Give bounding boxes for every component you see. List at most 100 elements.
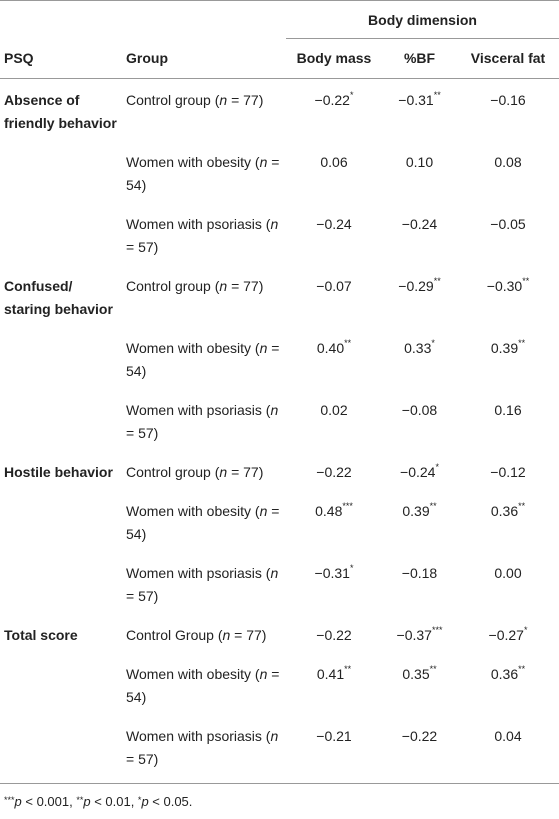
table-row: Women with obesity (n = 54) 0.41** 0.35** 0… — [0, 655, 559, 717]
value-cell: −0.27* — [457, 616, 559, 655]
value-cell: −0.31* — [286, 554, 382, 616]
text-segment: = 54) — [126, 154, 280, 193]
text-segment: n — [219, 92, 228, 108]
table-row: Total score Control Group (n = 77) −0.22 −0… — [0, 616, 559, 655]
value: −0.30 — [486, 278, 523, 294]
value-cell: −0.08 — [382, 391, 457, 453]
value-cell: −0.22 — [382, 717, 457, 784]
table-row: Hostile behavior Control group (n = 77) −0… — [0, 453, 559, 492]
table-row: Absence of friendly behavior Control grou… — [0, 79, 559, 144]
table-row: Confused/ staring behavior Control group … — [0, 267, 559, 329]
value: 0.00 — [494, 565, 522, 581]
text-segment: = 57) — [126, 588, 159, 604]
text-segment: p — [141, 794, 149, 809]
significance: *** — [431, 625, 443, 635]
text-segment: n — [270, 216, 279, 232]
value-cell: 0.10 — [382, 143, 457, 205]
significance: ** — [433, 276, 441, 286]
group-cell: Control group (n = 77) — [122, 453, 286, 492]
value: −0.24 — [316, 216, 352, 232]
value-cell: −0.16 — [457, 79, 559, 144]
significance: ** — [429, 664, 437, 674]
value: 0.35 — [402, 666, 430, 682]
value: −0.22 — [314, 92, 350, 108]
value: 0.36 — [490, 503, 519, 519]
value: −0.22 — [316, 464, 352, 480]
value: 0.48 — [315, 503, 343, 519]
text-segment: = 57) — [126, 751, 159, 767]
text-segment: n — [270, 565, 279, 581]
psq-cell: Absence of friendly behavior — [4, 92, 117, 131]
value: 0.16 — [494, 402, 522, 418]
value: −0.31 — [398, 92, 434, 108]
value-cell: 0.02 — [286, 391, 382, 453]
text-segment: n — [270, 728, 279, 744]
value-cell: 0.36** — [457, 492, 559, 554]
text-segment: Women with obesity ( — [126, 340, 260, 356]
text-segment: < 0.01, — [90, 794, 138, 809]
text-segment: Women with psoriasis ( — [126, 728, 271, 744]
value: 0.33 — [404, 340, 432, 356]
group-cell: Women with obesity (n = 54) — [122, 329, 286, 391]
value-cell: 0.39** — [382, 492, 457, 554]
group-cell: Women with psoriasis (n = 57) — [122, 717, 286, 784]
value: 0.06 — [320, 154, 348, 170]
psq-cell — [0, 391, 122, 453]
value-cell: 0.41** — [286, 655, 382, 717]
psq-cell: Confused/ staring behavior — [4, 278, 113, 317]
table-row: Women with obesity (n = 54) 0.48*** 0.39**… — [0, 492, 559, 554]
value: 0.04 — [494, 728, 522, 744]
value-cell: 0.39** — [457, 329, 559, 391]
text-segment: Women with psoriasis ( — [126, 216, 271, 232]
text-segment: n — [219, 464, 228, 480]
psq-cell — [0, 329, 122, 391]
significance: ** — [518, 664, 526, 674]
value-cell: −0.12 — [457, 453, 559, 492]
significance: ** — [518, 501, 526, 511]
value-cell: 0.16 — [457, 391, 559, 453]
column-header: Body mass — [286, 38, 382, 79]
value-cell: −0.21 — [286, 717, 382, 784]
value: −0.27 — [488, 627, 524, 643]
text-segment: = 54) — [126, 340, 280, 379]
text-segment: < 0.05. — [148, 794, 193, 809]
text-segment: = 77) — [227, 464, 264, 480]
value: −0.18 — [401, 565, 438, 581]
significance: ** — [344, 664, 352, 674]
group-cell: Women with obesity (n = 54) — [122, 143, 286, 205]
value: 0.39 — [402, 503, 430, 519]
text-segment: p — [83, 794, 91, 809]
value-cell: −0.22* — [286, 79, 382, 144]
group-cell: Control group (n = 77) — [122, 79, 286, 144]
value: 0.36 — [490, 666, 519, 682]
group-cell: Control Group (n = 77) — [122, 616, 286, 655]
span-header: Body dimension — [286, 0, 559, 39]
table-row: Women with psoriasis (n = 57) −0.24 −0.24 −… — [0, 205, 559, 267]
column-header: %BF — [382, 38, 457, 79]
table-row: Women with obesity (n = 54) 0.06 0.10 0.08 — [0, 143, 559, 205]
value: −0.16 — [490, 92, 526, 108]
group-cell: Women with obesity (n = 54) — [122, 655, 286, 717]
text-segment: p — [14, 794, 22, 809]
text-segment: n — [219, 278, 228, 294]
text-segment: n — [259, 340, 268, 356]
text-segment: = 54) — [126, 503, 280, 542]
value-cell: 0.35** — [382, 655, 457, 717]
psq-cell: Hostile behavior — [4, 464, 113, 480]
text-segment: = 77) — [230, 627, 267, 643]
table-row: Women with psoriasis (n = 57) −0.31* −0.18… — [0, 554, 559, 616]
column-header: PSQ — [0, 38, 122, 79]
group-cell: Women with psoriasis (n = 57) — [122, 205, 286, 267]
value: −0.29 — [398, 278, 434, 294]
value: −0.21 — [316, 728, 352, 744]
text-segment: = 57) — [126, 425, 159, 441]
text-segment: n — [222, 627, 231, 643]
text-segment: Control group ( — [126, 92, 220, 108]
psq-cell — [0, 554, 122, 616]
significance: * — [431, 338, 435, 348]
psq-cell — [0, 717, 122, 784]
significance: * — [349, 90, 354, 100]
text-segment: < 0.001, — [21, 794, 77, 809]
value: −0.22 — [401, 728, 438, 744]
value: 0.41 — [316, 666, 345, 682]
